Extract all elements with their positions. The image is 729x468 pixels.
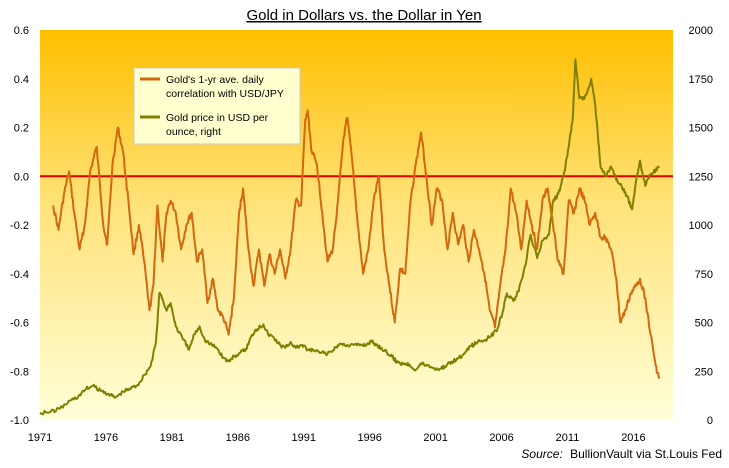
x-tick-label: 2011 — [556, 432, 580, 444]
x-tick-label: 1981 — [160, 432, 184, 444]
x-tick-label: 1991 — [292, 432, 316, 444]
x-tick-label: 1986 — [226, 432, 250, 444]
gold-price-series-line — [39, 58, 660, 416]
x-tick-label: 2006 — [489, 432, 513, 444]
left-tick-label: -0.2 — [10, 220, 29, 232]
right-tick-label: 500 — [695, 318, 713, 330]
left-axis: -1.0 -0.8 -0.6 -0.4 -0.2 0.0 0.2 0.4 0.6 — [10, 25, 29, 427]
legend-label-gold-line1: Gold price in USD per — [166, 112, 269, 124]
right-tick-label: 1250 — [689, 171, 713, 183]
left-tick-label: -0.8 — [10, 366, 29, 378]
right-tick-label: 0 — [707, 415, 713, 427]
correlation-series-line — [52, 109, 661, 379]
right-tick-label: 1750 — [689, 74, 713, 86]
left-tick-label: -0.6 — [10, 318, 29, 330]
left-tick-label: 0.0 — [14, 171, 29, 183]
left-tick-label: -0.4 — [10, 269, 29, 281]
x-tick-label: 1971 — [28, 432, 52, 444]
x-tick-label: 1996 — [357, 432, 381, 444]
source-text: BullionVault via St.Louis Fed — [570, 447, 722, 461]
left-tick-label: -1.0 — [10, 415, 29, 427]
left-tick-label: 0.4 — [14, 74, 29, 86]
x-axis: 1971 1976 1981 1986 1991 1996 2001 2006 2011 2016 — [28, 432, 646, 444]
left-tick-label: 0.2 — [14, 123, 29, 135]
right-tick-label: 1000 — [689, 220, 713, 232]
legend-label-correlation-line1: Gold's 1-yr ave. daily — [166, 74, 264, 86]
source-note: Source: BullionVault via St.Louis Fed — [521, 447, 722, 461]
x-tick-label: 1976 — [94, 432, 118, 444]
x-tick-label: 2016 — [621, 432, 645, 444]
right-tick-label: 750 — [695, 269, 713, 281]
right-tick-label: 2000 — [689, 25, 713, 37]
legend-box — [133, 67, 301, 145]
right-tick-label: 250 — [695, 366, 713, 378]
left-tick-label: 0.6 — [14, 25, 29, 37]
right-axis: 0 250 500 750 1000 1250 1500 1750 2000 — [689, 25, 713, 427]
x-tick-label: 2001 — [423, 432, 447, 444]
source-label: Source: — [521, 447, 562, 461]
legend-label-correlation-line2: correlation with USD/JPY — [166, 88, 284, 100]
legend-label-gold-line2: ounce, right — [166, 126, 221, 138]
legend: Gold's 1-yr ave. daily correlation with … — [133, 67, 301, 145]
right-tick-label: 1500 — [689, 123, 713, 135]
chart-title: Gold in Dollars vs. the Dollar in Yen — [246, 7, 481, 24]
